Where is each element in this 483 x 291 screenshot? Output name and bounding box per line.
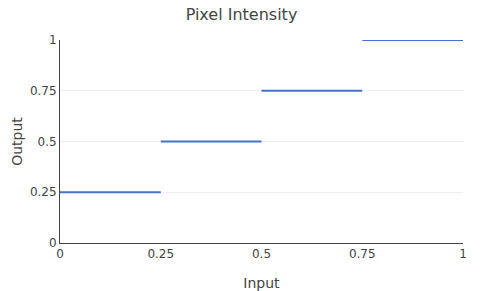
svg-text:0: 0	[49, 236, 57, 250]
svg-text:0.75: 0.75	[349, 247, 376, 261]
svg-text:0.25: 0.25	[30, 185, 57, 199]
svg-text:Pixel Intensity: Pixel Intensity	[186, 5, 298, 24]
svg-text:1: 1	[49, 33, 57, 47]
svg-text:1: 1	[459, 247, 467, 261]
svg-text:0.5: 0.5	[38, 135, 57, 149]
svg-text:Output: Output	[9, 117, 25, 166]
svg-text:0.25: 0.25	[147, 247, 174, 261]
svg-text:0.75: 0.75	[30, 84, 57, 98]
svg-text:0: 0	[56, 247, 64, 261]
svg-text:Input: Input	[243, 275, 280, 291]
svg-text:0.5: 0.5	[252, 247, 271, 261]
